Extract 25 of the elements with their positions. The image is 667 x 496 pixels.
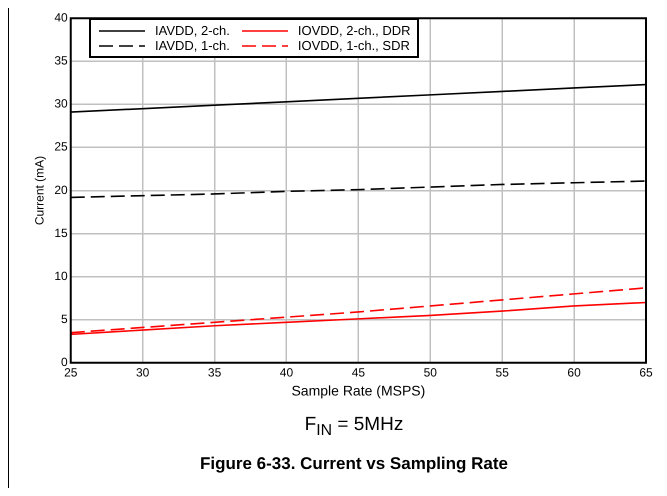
x-axis-title: Sample Rate (MSPS) [291,382,426,398]
y-tick-label: 5 [61,312,68,326]
legend-label: IOVDD, 2-ch., DDR [298,23,411,38]
x-tick-label: 65 [639,365,653,380]
x-tick-label: 50 [424,365,438,380]
x-tick-label: 60 [567,365,582,380]
x-tick-label: 40 [280,365,294,380]
y-tick-label: 0 [61,355,68,370]
x-tick-label: 35 [208,365,222,380]
text: F$_{IN}$ = 5MHz [304,414,404,440]
y-axis-title: Current (mA) [32,156,47,226]
y-tick-label: 35 [54,54,68,68]
y-tick-label: 25 [54,140,68,154]
legend-label: IAVDD, 2-ch. [155,23,230,38]
x-tick-label: 30 [136,365,150,380]
text: Figure 6-33. Current vs Sampling Rate [199,454,509,474]
y-tick-label: 40 [54,10,68,25]
x-tick-label: 55 [496,365,510,380]
y-tick-label: 15 [54,226,68,240]
y-tick-label: 30 [54,96,68,111]
x-tick-label: 45 [352,365,366,380]
legend-label: IAVDD, 1-ch. [155,38,230,53]
y-tick-label: 10 [54,268,68,283]
y-tick-label: 20 [54,182,68,197]
legend-label: IOVDD, 1-ch., SDR [298,38,410,53]
